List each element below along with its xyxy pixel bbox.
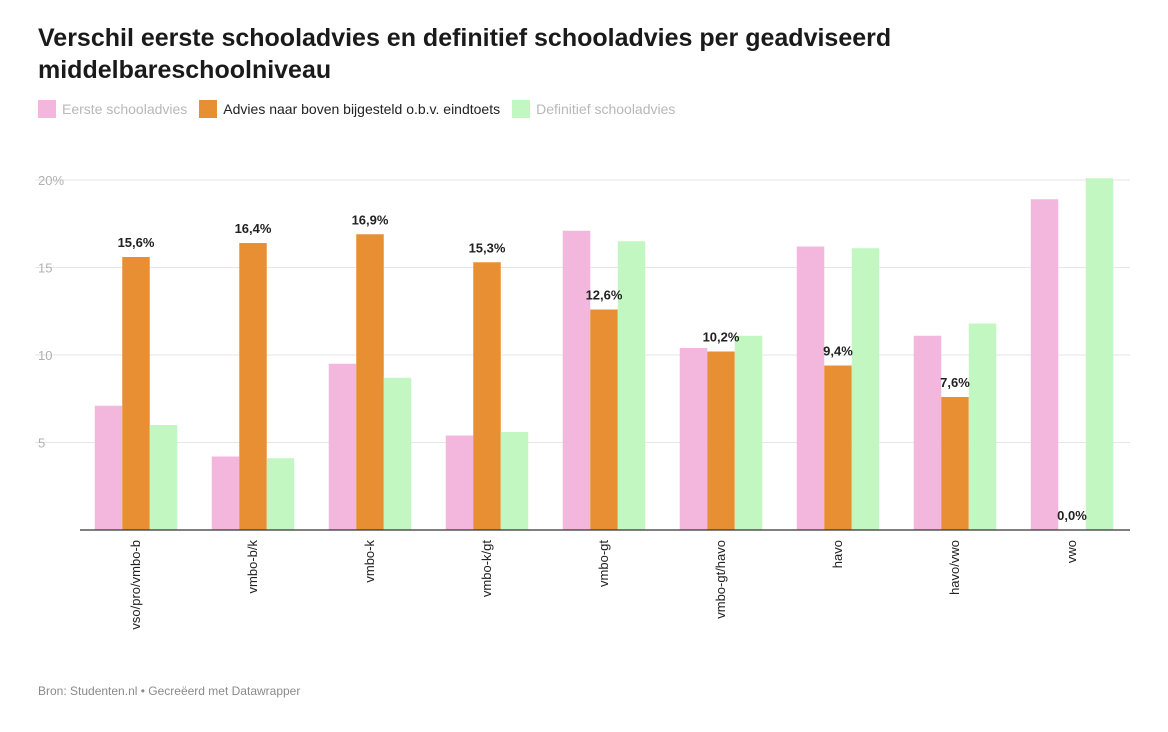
bar-definitief bbox=[383, 377, 412, 530]
legend-label: Definitief schooladvies bbox=[536, 101, 676, 117]
bar-eerste bbox=[796, 246, 825, 530]
legend-item-bijgesteld: Advies naar boven bijgesteld o.b.v. eind… bbox=[199, 100, 500, 118]
x-category-label: vso/pro/vmbo-b bbox=[128, 540, 143, 630]
legend-item-eerste: Eerste schooladvies bbox=[38, 100, 187, 118]
bar-definitief bbox=[1085, 178, 1114, 530]
data-label: 9,4% bbox=[823, 344, 853, 359]
bar-definitief bbox=[734, 335, 763, 530]
bar-definitief bbox=[149, 425, 178, 530]
bar-eerste bbox=[1030, 199, 1059, 530]
y-tick-label: 15 bbox=[38, 261, 52, 276]
bar-eerste bbox=[913, 335, 942, 530]
bar-bijgesteld bbox=[473, 262, 501, 530]
x-category-label: vwo bbox=[1064, 540, 1079, 563]
bar-eerste bbox=[328, 363, 357, 530]
x-category-label: havo bbox=[830, 540, 845, 568]
y-tick-label: 10 bbox=[38, 348, 52, 363]
x-category-label: vmbo-gt/havo bbox=[713, 540, 728, 619]
bar-definitief bbox=[968, 323, 997, 530]
y-tick-label: 5 bbox=[38, 436, 45, 451]
chart-title: Verschil eerste schooladvies en definiti… bbox=[38, 24, 892, 84]
bar-definitief bbox=[851, 248, 880, 530]
legend-label: Eerste schooladvies bbox=[62, 101, 188, 117]
x-category-label: vmbo-k/gt bbox=[479, 540, 494, 597]
legend-item-definitief: Definitief schooladvies bbox=[512, 100, 675, 118]
bar-chart: 5 10 15 20% 15,6% vso/pro/vmbo-b 16,4% vmbo-b/k… bbox=[35, 173, 1130, 630]
bar-bijgesteld bbox=[122, 257, 150, 530]
x-category-label: vmbo-gt bbox=[596, 540, 611, 587]
x-category-label: vmbo-b/k bbox=[245, 540, 260, 594]
data-label: 15,6% bbox=[118, 235, 155, 250]
bar-eerste bbox=[211, 456, 240, 530]
y-tick-label: 20% bbox=[38, 173, 64, 188]
legend-swatch bbox=[38, 100, 56, 118]
bar-bijgesteld bbox=[941, 397, 969, 530]
bar-definitief bbox=[266, 458, 295, 530]
x-category-label: vmbo-k bbox=[362, 540, 377, 583]
bar-definitief bbox=[617, 241, 646, 530]
bar-bijgesteld bbox=[239, 243, 267, 530]
bar-eerste bbox=[679, 348, 708, 530]
bar-definitief bbox=[500, 432, 529, 530]
data-label: 16,4% bbox=[235, 221, 272, 236]
legend-swatch bbox=[199, 100, 218, 118]
bar-bijgesteld bbox=[707, 351, 735, 530]
data-label: 12,6% bbox=[586, 288, 623, 303]
bar-eerste bbox=[445, 435, 474, 530]
legend-swatch bbox=[512, 100, 531, 118]
data-label: 0,0% bbox=[1057, 508, 1087, 523]
data-label: 7,6% bbox=[940, 375, 970, 390]
data-label: 16,9% bbox=[352, 212, 389, 227]
data-label: 10,2% bbox=[703, 330, 740, 345]
source-footer: Bron: Studenten.nl • Gecreëerd met Dataw… bbox=[38, 684, 301, 698]
x-category-label: havo/vwo bbox=[947, 540, 962, 595]
bar-eerste bbox=[562, 230, 591, 530]
bar-bijgesteld bbox=[590, 309, 618, 530]
bar-bijgesteld bbox=[356, 234, 384, 530]
bar-eerste bbox=[94, 405, 123, 530]
legend: Eerste schooladvies Advies naar boven bi… bbox=[38, 100, 687, 118]
data-label: 15,3% bbox=[469, 240, 506, 255]
bar-bijgesteld bbox=[824, 365, 852, 530]
legend-label: Advies naar boven bijgesteld o.b.v. eind… bbox=[223, 101, 501, 117]
